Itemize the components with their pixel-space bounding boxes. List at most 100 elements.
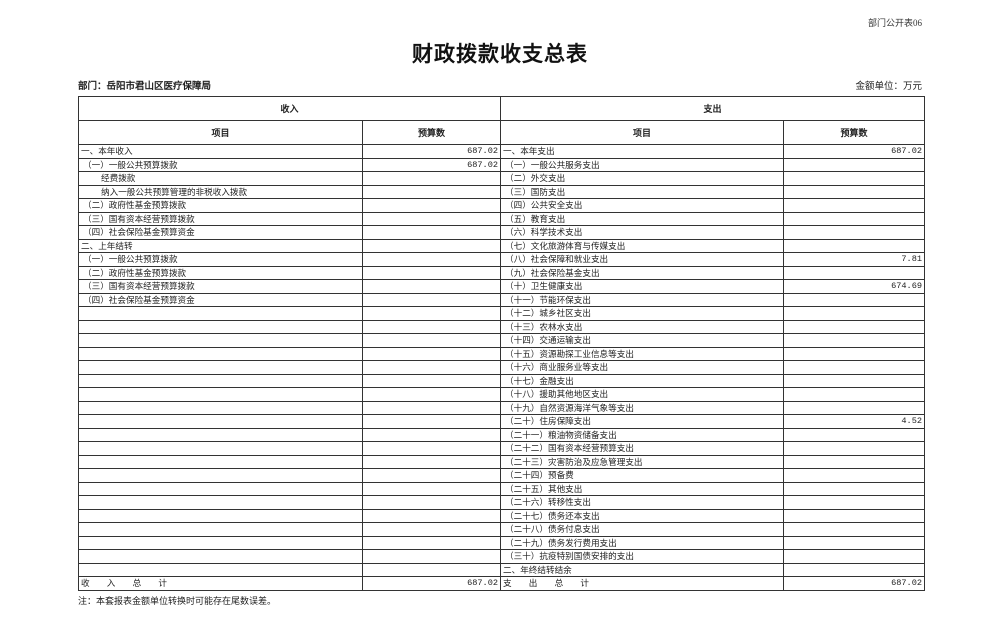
expense-item: （九）社会保险基金支出 xyxy=(500,265,785,280)
income-amount xyxy=(361,522,502,537)
expense-item: （一）一般公共服务支出 xyxy=(500,157,785,172)
income-item-header: 项目 xyxy=(78,120,363,145)
expense-amount xyxy=(783,360,926,375)
income-item xyxy=(78,508,363,523)
expense-amount xyxy=(783,549,926,564)
expense-amount xyxy=(783,481,926,496)
expense-amount: 674.69 xyxy=(783,279,926,294)
expense-amount xyxy=(783,535,926,550)
footnote: 注：本套报表金额单位转换时可能存在尾数误差。 xyxy=(78,596,277,606)
table-row: 纳入一般公共预算管理的非税收入拨款 （三）国防支出 xyxy=(78,184,926,199)
table-row: （三）国有资本经营预算拨款 （五）教育支出 xyxy=(78,211,926,226)
expense-item: 一、本年支出 xyxy=(500,144,785,159)
income-item xyxy=(78,306,363,321)
income-amount-header: 预算数 xyxy=(361,120,502,145)
expense-header: 支出 xyxy=(500,96,926,121)
expense-item: （十七）金融支出 xyxy=(500,373,785,388)
expense-item: （十八）援助其他地区支出 xyxy=(500,387,785,402)
income-item xyxy=(78,346,363,361)
income-amount xyxy=(361,360,502,375)
expense-item: （六）科学技术支出 xyxy=(500,225,785,240)
income-amount xyxy=(361,508,502,523)
income-item xyxy=(78,333,363,348)
table-row: （十四）交通运输支出 xyxy=(78,333,926,348)
table-row: （十八）援助其他地区支出 xyxy=(78,387,926,402)
table-row: 二、上年结转 （七）文化旅游体育与传媒支出 xyxy=(78,238,926,253)
income-amount xyxy=(361,279,502,294)
expense-item: （十五）资源勘探工业信息等支出 xyxy=(500,346,785,361)
income-amount xyxy=(361,549,502,564)
department-label: 部门：岳阳市君山区医疗保障局 xyxy=(78,81,212,92)
income-total-label: 收 入 总 计 xyxy=(78,576,363,591)
expense-item: （二十）住房保障支出 xyxy=(500,414,785,429)
income-amount xyxy=(361,562,502,577)
expense-item: （二十七）债务还本支出 xyxy=(500,508,785,523)
expense-item: （二十四）预备费 xyxy=(500,468,785,483)
expense-amount xyxy=(783,441,926,456)
income-item xyxy=(78,373,363,388)
form-code: 部门公开表06 xyxy=(867,18,922,28)
table-row: （十七）金融支出 xyxy=(78,373,926,388)
table-row: （二十五）其他支出 xyxy=(78,481,926,496)
table-row: 一、本年收入 687.02 一、本年支出 687.02 xyxy=(78,144,926,159)
income-amount xyxy=(361,346,502,361)
table-row: （一）一般公共预算拨款 （八）社会保障和就业支出 7.81 xyxy=(78,252,926,267)
expense-item: （二十三）灾害防治及应急管理支出 xyxy=(500,454,785,469)
expense-item: （二十一）粮油物资储备支出 xyxy=(500,427,785,442)
expense-item: （二十六）转移性支出 xyxy=(500,495,785,510)
table-row: （四）社会保险基金预算资金 （六）科学技术支出 xyxy=(78,225,926,240)
expense-amount xyxy=(783,171,926,186)
income-item: （二）政府性基金预算拨款 xyxy=(78,198,363,213)
income-item: 一、本年收入 xyxy=(78,144,363,159)
expense-amount xyxy=(783,387,926,402)
expense-total-label: 支 出 总 计 xyxy=(500,576,785,591)
table-row: （二十）住房保障支出 4.52 xyxy=(78,414,926,429)
expense-item: （八）社会保障和就业支出 xyxy=(500,252,785,267)
table-row: （十五）资源勘探工业信息等支出 xyxy=(78,346,926,361)
table-row: （一）一般公共预算拨款 687.02 （一）一般公共服务支出 xyxy=(78,157,926,172)
expense-amount xyxy=(783,238,926,253)
expense-amount xyxy=(783,562,926,577)
income-item: （四）社会保险基金预算资金 xyxy=(78,225,363,240)
page-title: 财政拨款收支总表 xyxy=(412,42,588,66)
income-amount xyxy=(361,495,502,510)
expense-item: 二、年终结转结余 xyxy=(500,562,785,577)
income-amount xyxy=(361,481,502,496)
expense-amount xyxy=(783,157,926,172)
expense-amount-header: 预算数 xyxy=(783,120,926,145)
income-item xyxy=(78,427,363,442)
income-amount xyxy=(361,333,502,348)
income-amount xyxy=(361,211,502,226)
income-amount xyxy=(361,292,502,307)
expense-item: （二十五）其他支出 xyxy=(500,481,785,496)
income-amount xyxy=(361,306,502,321)
income-amount xyxy=(361,454,502,469)
expense-item: （七）文化旅游体育与传媒支出 xyxy=(500,238,785,253)
expense-amount xyxy=(783,265,926,280)
income-item xyxy=(78,535,363,550)
expense-item: （十三）农林水支出 xyxy=(500,319,785,334)
income-item: 经费拨款 xyxy=(78,171,363,186)
income-amount xyxy=(361,441,502,456)
income-amount xyxy=(361,373,502,388)
expense-item: （二十二）国有资本经营预算支出 xyxy=(500,441,785,456)
income-item: （三）国有资本经营预算拨款 xyxy=(78,279,363,294)
income-item: （三）国有资本经营预算拨款 xyxy=(78,211,363,226)
expense-total: 687.02 xyxy=(783,576,926,591)
table-row: （十二）城乡社区支出 xyxy=(78,306,926,321)
income-item xyxy=(78,319,363,334)
expense-item: （十一）节能环保支出 xyxy=(500,292,785,307)
table-row: 二、年终结转结余 xyxy=(78,562,926,577)
expense-amount xyxy=(783,508,926,523)
income-item xyxy=(78,468,363,483)
income-amount xyxy=(361,535,502,550)
expense-item: （二十九）债务发行费用支出 xyxy=(500,535,785,550)
income-item xyxy=(78,481,363,496)
income-item: （二）政府性基金预算拨款 xyxy=(78,265,363,280)
expense-amount xyxy=(783,373,926,388)
income-amount xyxy=(361,387,502,402)
income-amount xyxy=(361,265,502,280)
income-item xyxy=(78,549,363,564)
table-row: （二）政府性基金预算拨款 （四）公共安全支出 xyxy=(78,198,926,213)
expense-amount xyxy=(783,346,926,361)
